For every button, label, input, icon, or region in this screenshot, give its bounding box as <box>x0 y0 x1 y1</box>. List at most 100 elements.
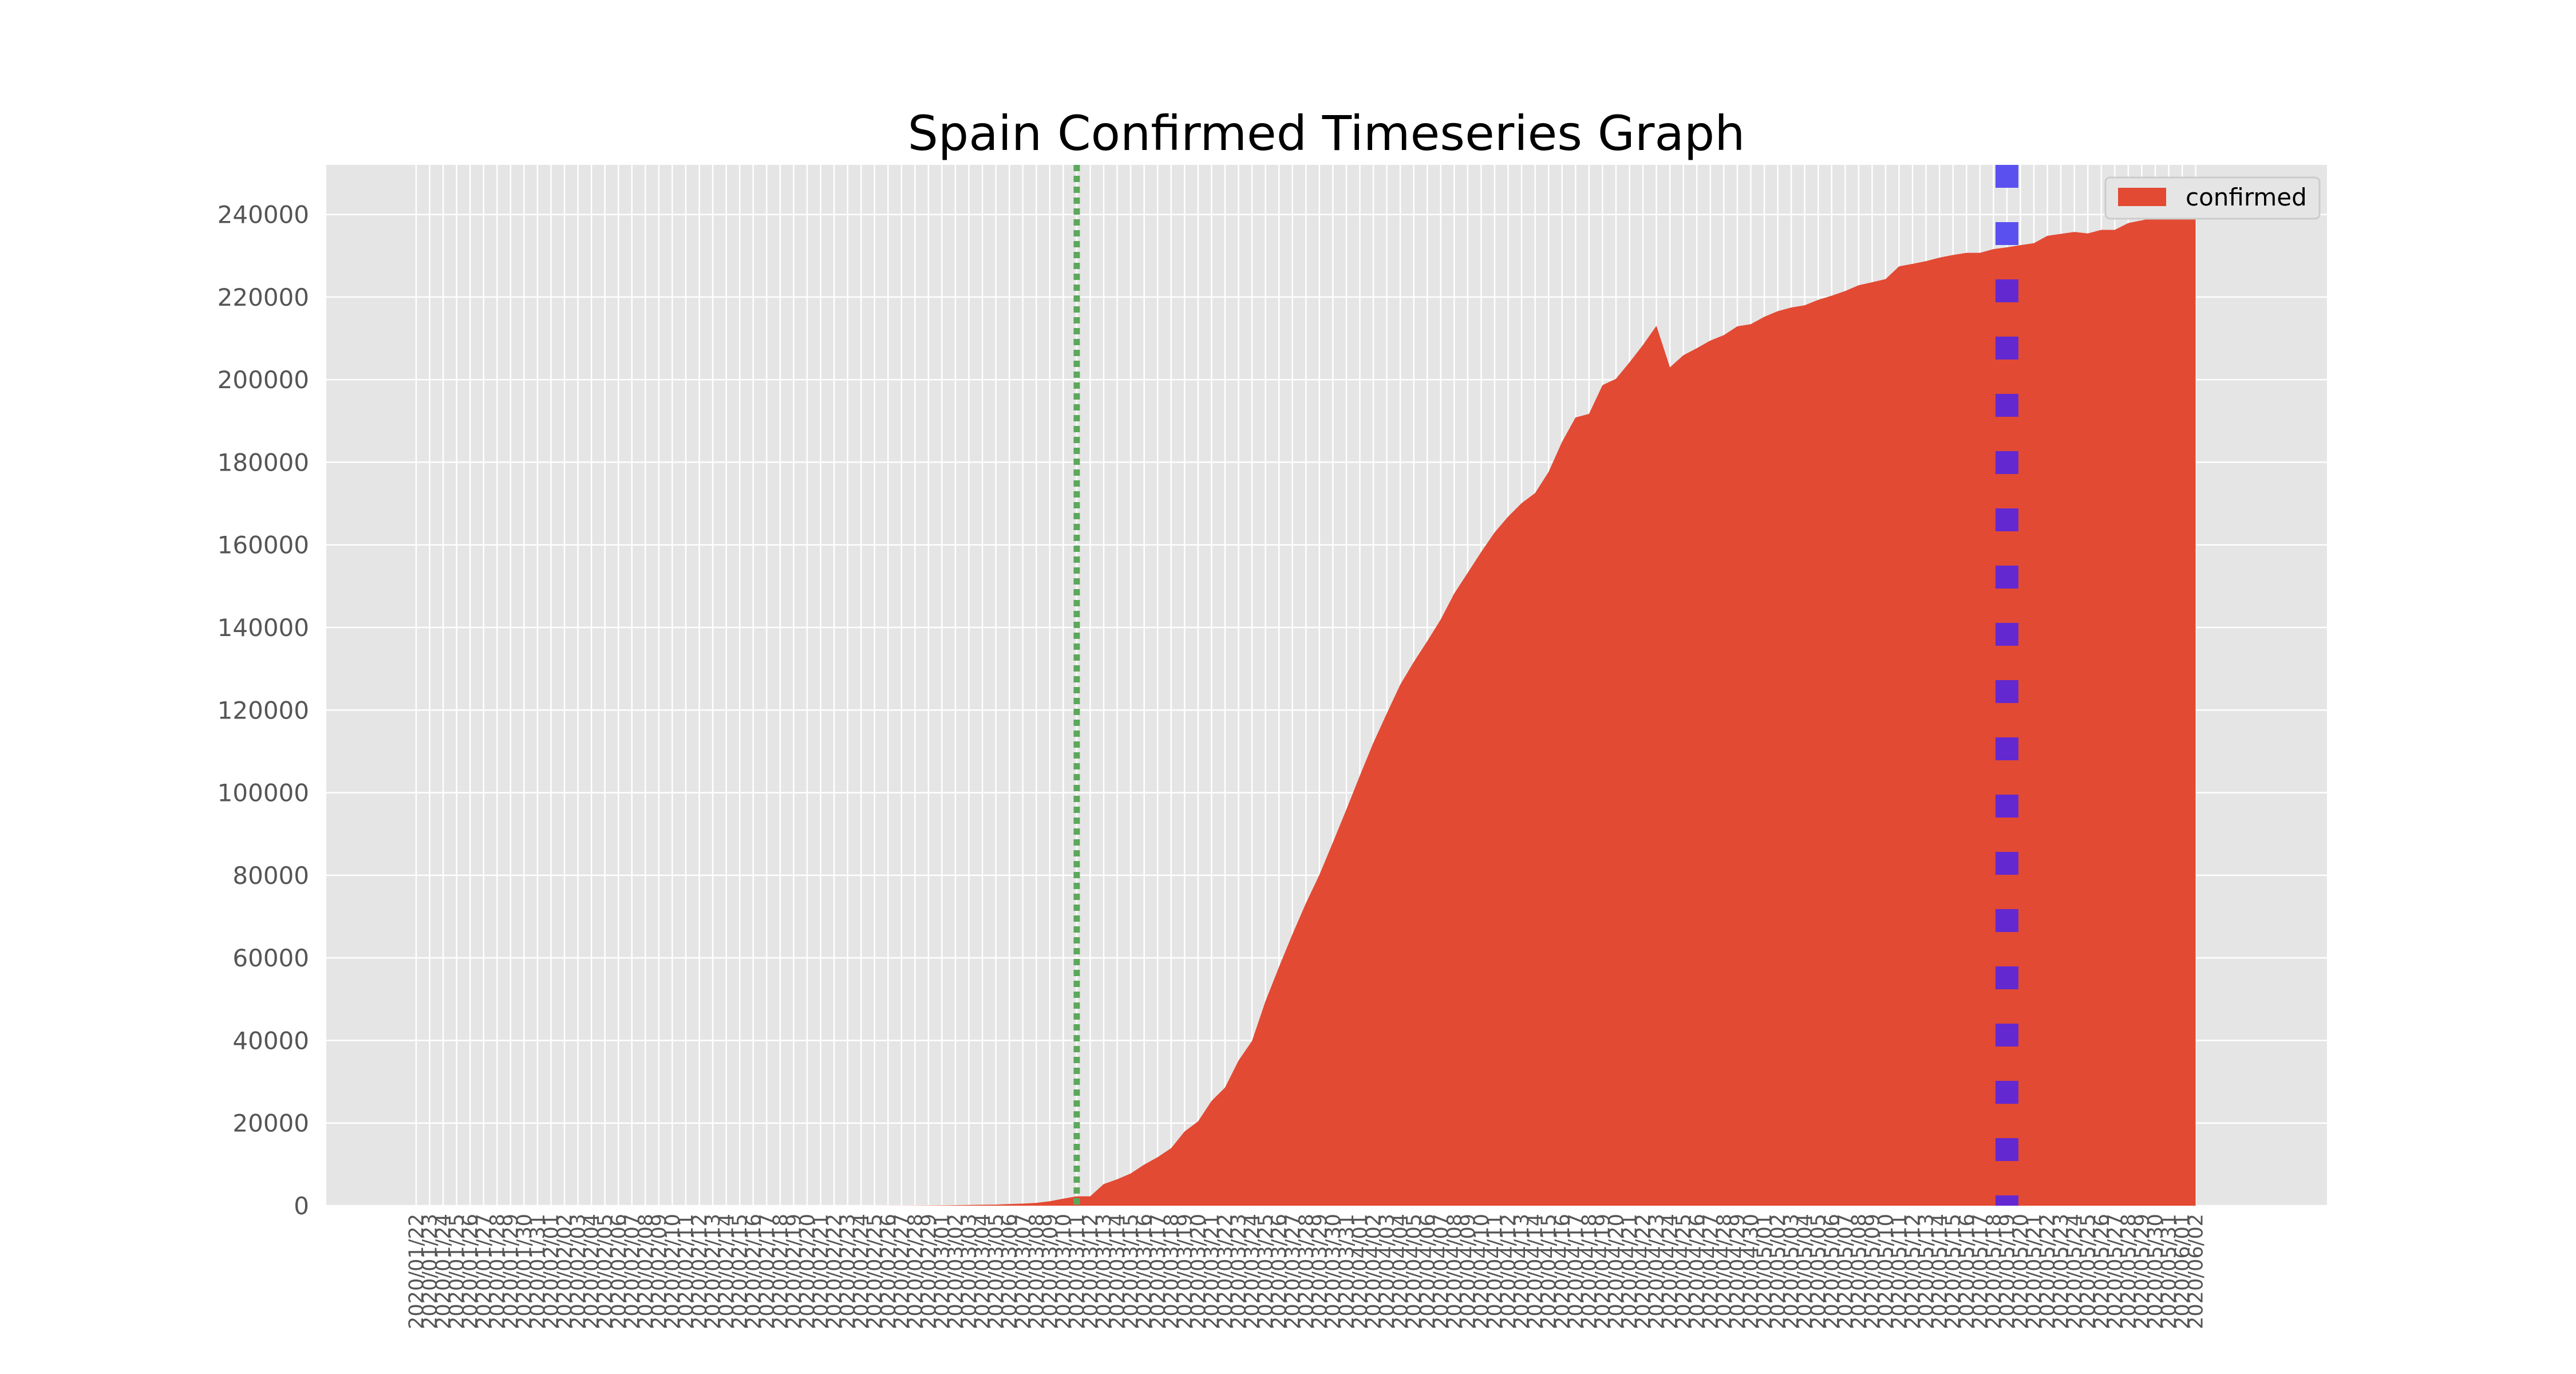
x-tick-label: 2020/05/13 <box>1915 1214 1938 1329</box>
x-tick-label: 2020/05/19 <box>1996 1214 2019 1329</box>
x-tick-label: 2020/04/03 <box>1376 1214 1399 1329</box>
x-tick-label: 2020/02/19 <box>783 1214 805 1329</box>
x-tick-label: 2020/04/17 <box>1564 1214 1587 1329</box>
reference-line-dash <box>1995 1138 2018 1161</box>
y-tick-label: 60000 <box>232 944 309 972</box>
x-tick-label: 2020/05/18 <box>1982 1214 2005 1329</box>
x-tick-label: 2020/02/06 <box>607 1214 630 1329</box>
reference-line-dash <box>1995 279 2018 302</box>
x-tick-label: 2020/04/04 <box>1389 1214 1412 1329</box>
x-tick-label: 2020/02/26 <box>877 1214 900 1329</box>
reference-line-dash <box>1995 508 2018 531</box>
x-tick-label: 2020/04/19 <box>1591 1214 1614 1329</box>
x-tick-label: 2020/05/22 <box>2037 1214 2060 1329</box>
x-tick-label: 2020/03/31 <box>1336 1214 1358 1329</box>
x-tick-label: 2020/04/28 <box>1713 1214 1736 1329</box>
x-tick-label: 2020/04/25 <box>1673 1214 1696 1329</box>
legend: confirmed <box>2104 176 2321 220</box>
x-tick-label: 2020/03/23 <box>1228 1214 1251 1329</box>
x-tick-label: 2020/03/27 <box>1282 1214 1305 1329</box>
x-tick-label: 2020/02/27 <box>891 1214 914 1329</box>
x-tick-label: 2020/03/25 <box>1255 1214 1278 1329</box>
x-tick-label: 2020/04/13 <box>1511 1214 1534 1329</box>
x-tick-label: 2020/05/04 <box>1794 1214 1817 1329</box>
x-tick-label: 2020/05/29 <box>2131 1214 2154 1329</box>
reference-line-dash <box>1995 337 2018 360</box>
x-axis: 2020/01/222020/01/232020/01/242020/01/25… <box>405 1214 2208 1329</box>
x-tick-label: 2020/05/01 <box>1753 1214 1776 1329</box>
x-tick-label: 2020/03/04 <box>971 1214 994 1329</box>
x-tick-label: 2020/04/08 <box>1443 1214 1466 1329</box>
y-tick-label: 20000 <box>232 1110 309 1138</box>
reference-line-blue <box>1995 165 2018 1206</box>
x-tick-label: 2020/05/30 <box>2144 1214 2167 1329</box>
x-tick-label: 2020/02/15 <box>729 1214 752 1329</box>
x-tick-label: 2020/05/28 <box>2117 1214 2140 1329</box>
area-confirmed <box>416 215 2196 1206</box>
x-tick-label: 2020/03/15 <box>1120 1214 1143 1329</box>
x-tick-label: 2020/03/09 <box>1039 1214 1062 1329</box>
x-tick-label: 2020/05/10 <box>1875 1214 1898 1329</box>
y-tick-label: 240000 <box>218 201 309 229</box>
x-tick-label: 2020/06/01 <box>2171 1214 2194 1329</box>
x-tick-label: 2020/03/14 <box>1107 1214 1129 1329</box>
x-tick-label: 2020/04/29 <box>1726 1214 1749 1329</box>
y-tick-label: 220000 <box>218 283 309 311</box>
x-tick-label: 2020/04/01 <box>1349 1214 1372 1329</box>
reference-line-dash <box>1995 966 2018 989</box>
x-tick-label: 2020/05/15 <box>1942 1214 1965 1329</box>
x-tick-label: 2020/04/18 <box>1578 1214 1601 1329</box>
x-tick-label: 2020/02/02 <box>554 1214 576 1329</box>
x-tick-label: 2020/04/21 <box>1619 1214 1642 1329</box>
reference-line-dash <box>1995 222 2018 245</box>
x-tick-label: 2020/02/22 <box>823 1214 846 1329</box>
x-tick-label: 2020/06/02 <box>2185 1214 2208 1329</box>
reference-line-dash <box>1995 1195 2018 1206</box>
x-tick-label: 2020/01/24 <box>432 1214 455 1329</box>
reference-line-dash <box>1995 852 2018 875</box>
x-tick-label: 2020/05/27 <box>2104 1214 2127 1329</box>
x-tick-label: 2020/04/05 <box>1403 1214 1426 1329</box>
x-tick-label: 2020/02/13 <box>702 1214 725 1329</box>
x-tick-label: 2020/05/09 <box>1861 1214 1884 1329</box>
x-tick-label: 2020/02/05 <box>594 1214 617 1329</box>
x-tick-label: 2020/05/07 <box>1834 1214 1857 1329</box>
reference-line-dash <box>1995 566 2018 589</box>
legend-swatch-confirmed <box>2118 188 2166 206</box>
y-tick-label: 160000 <box>218 531 309 559</box>
x-tick-label: 2020/03/05 <box>985 1214 1008 1329</box>
reference-line-dash <box>1995 394 2018 417</box>
x-tick-label: 2020/03/30 <box>1322 1214 1345 1329</box>
x-tick-label: 2020/05/23 <box>2050 1214 2073 1329</box>
y-axis: 0 20000 40000 60000 80000 100000 120000 140000 1… <box>218 201 309 1220</box>
x-tick-label: 2020/05/12 <box>1902 1214 1925 1329</box>
x-tick-label: 2020/01/23 <box>419 1214 442 1329</box>
x-tick-label: 2020/03/12 <box>1080 1214 1103 1329</box>
x-tick-label: 2020/04/20 <box>1605 1214 1628 1329</box>
x-tick-label: 2020/04/16 <box>1551 1214 1574 1329</box>
y-tick-label: 80000 <box>232 862 309 890</box>
x-tick-label: 2020/03/20 <box>1187 1214 1210 1329</box>
reference-line-dash <box>1995 165 2018 188</box>
reference-line-dash <box>1995 451 2018 474</box>
y-tick-label: 120000 <box>218 696 309 724</box>
x-tick-label: 2020/02/14 <box>716 1214 738 1329</box>
x-tick-label: 2020/04/24 <box>1659 1214 1682 1329</box>
x-tick-label: 2020/01/25 <box>446 1214 469 1329</box>
x-tick-label: 2020/03/06 <box>998 1214 1021 1329</box>
x-tick-label: 2020/01/31 <box>527 1214 550 1329</box>
x-tick-label: 2020/05/25 <box>2077 1214 2100 1329</box>
x-tick-label: 2020/05/26 <box>2091 1214 2113 1329</box>
y-tick-label: 0 <box>294 1192 309 1220</box>
x-tick-label: 2020/05/03 <box>1780 1214 1803 1329</box>
x-tick-label: 2020/02/09 <box>648 1214 671 1329</box>
x-tick-label: 2020/04/09 <box>1457 1214 1480 1329</box>
legend-label-confirmed: confirmed <box>2186 183 2307 211</box>
reference-line-dash <box>1995 1024 2018 1047</box>
reference-lines <box>1073 165 2018 1206</box>
x-tick-label: 2020/04/11 <box>1484 1214 1507 1329</box>
x-tick-label: 2020/04/23 <box>1646 1214 1669 1329</box>
x-tick-label: 2020/02/21 <box>810 1214 833 1329</box>
x-tick-label: 2020/04/14 <box>1524 1214 1547 1329</box>
